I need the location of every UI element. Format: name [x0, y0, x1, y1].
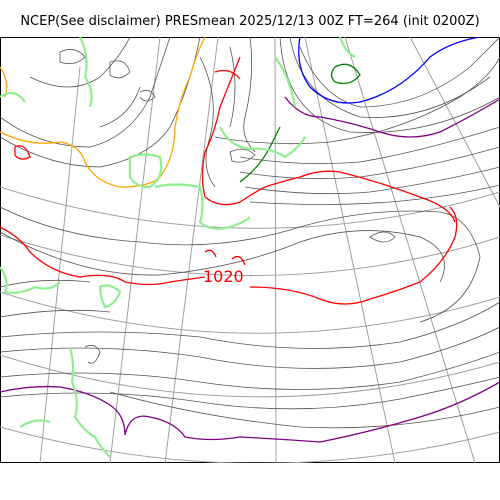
meridian-line — [344, 37, 476, 463]
isobar-green-low — [239, 63, 361, 183]
isobar-label-1020: 1020 — [203, 267, 244, 286]
graticule — [0, 37, 500, 463]
parallel-line — [0, 426, 500, 463]
map-frame: 1020 — [0, 37, 500, 463]
meridian-line — [109, 37, 161, 463]
isobar-red-1020 — [0, 206, 458, 305]
coastline — [0, 37, 356, 458]
map-title: NCEP(See disclaimer) PRESmean 2025/12/13… — [20, 14, 480, 29]
isobar-purple — [0, 381, 500, 443]
isobar-purple-north — [284, 96, 500, 138]
meridian-line — [304, 37, 396, 463]
parallel-line — [0, 186, 500, 229]
map-border — [0, 37, 500, 463]
parallel-line — [0, 234, 500, 276]
meridian-line — [409, 37, 500, 208]
isobar-red-north — [201, 56, 456, 223]
isobars-thin — [0, 37, 500, 429]
isobar-blue — [298, 37, 481, 104]
parallel-line — [0, 291, 500, 334]
meridian-line — [39, 66, 81, 463]
isobar-red-small — [14, 69, 246, 266]
pressure-map: 1020 — [0, 37, 500, 463]
parallel-line — [0, 354, 500, 398]
meridian-line — [274, 37, 277, 463]
